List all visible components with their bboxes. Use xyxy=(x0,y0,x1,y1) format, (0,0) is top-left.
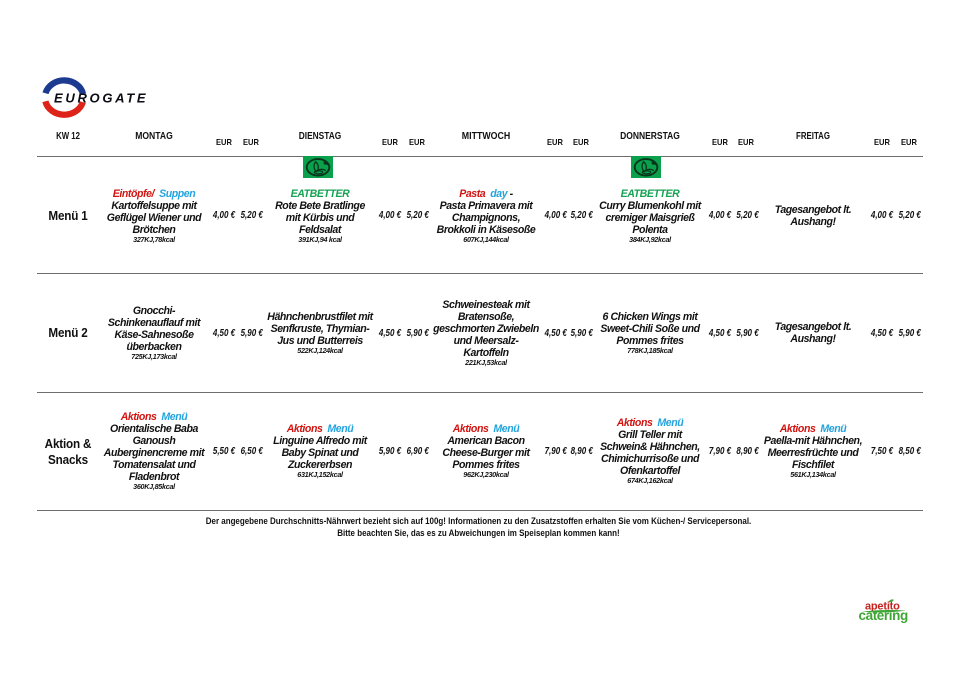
svg-text:apetito: apetito xyxy=(865,601,900,613)
svg-text:catering: catering xyxy=(859,608,908,623)
svg-text:EUROGATE: EUROGATE xyxy=(54,90,148,105)
